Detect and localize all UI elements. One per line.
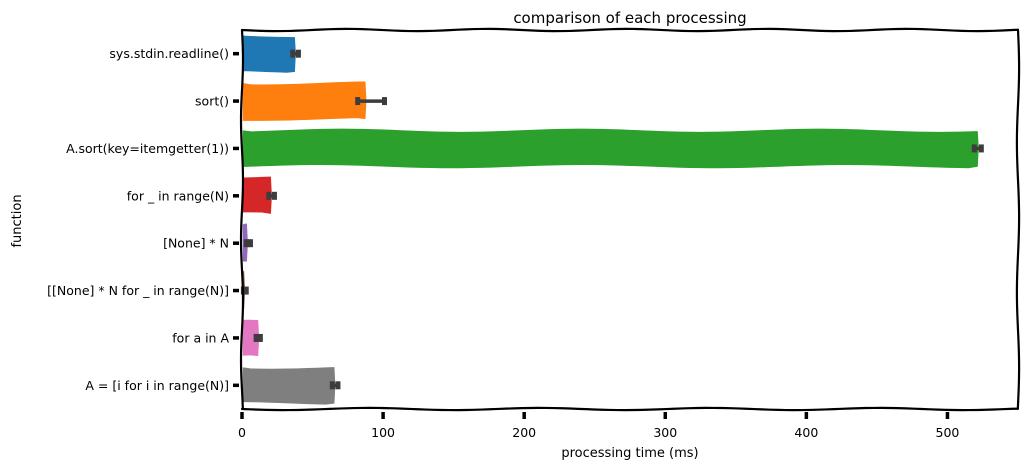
bar-0 xyxy=(241,33,298,75)
error-cap-low-0 xyxy=(290,49,296,58)
bar-3 xyxy=(241,175,274,216)
x-axis-label: processing time (ms) xyxy=(561,446,698,461)
x-tick-label-1: 100 xyxy=(371,425,395,440)
error-cap-low-1 xyxy=(355,97,361,106)
error-cap-low-6 xyxy=(253,333,259,342)
bar-7 xyxy=(241,365,337,407)
error-cap-low-2 xyxy=(971,144,977,153)
error-cap-low-4 xyxy=(243,239,249,248)
error-cap-high-7 xyxy=(335,381,341,390)
error-cap-high-0 xyxy=(295,49,301,58)
y-axis-label: function xyxy=(10,194,25,247)
y-tick-label-7: A = [i for i in range(N)] xyxy=(85,378,229,393)
error-cap-low-3 xyxy=(266,191,272,200)
error-cap-high-2 xyxy=(978,144,984,153)
bar-2 xyxy=(241,127,981,170)
plot-frame xyxy=(239,27,1021,412)
y-tick-label-1: sort() xyxy=(195,94,229,109)
bar-6 xyxy=(241,318,261,358)
error-cap-high-6 xyxy=(257,333,263,342)
bar-1 xyxy=(241,79,368,123)
y-tick-label-6: for a in A xyxy=(172,330,229,345)
x-tick-label-0: 0 xyxy=(238,425,246,440)
y-tick-label-5: [[None] * N for _ in range(N)] xyxy=(47,283,229,298)
error-cap-high-5 xyxy=(243,286,249,295)
error-cap-high-4 xyxy=(247,239,253,248)
error-cap-low-7 xyxy=(329,381,335,390)
x-tick-label-3: 300 xyxy=(653,425,677,440)
chart-title: comparison of each processing xyxy=(513,9,746,27)
error-cap-high-3 xyxy=(271,191,277,200)
error-cap-high-1 xyxy=(382,97,388,106)
x-tick-label-4: 400 xyxy=(794,425,818,440)
y-tick-label-0: sys.stdin.readline() xyxy=(109,46,229,61)
y-tick-label-2: A.sort(key=itemgetter(1)) xyxy=(66,141,229,156)
plot-area: sys.stdin.readline() sort() A.sort(key=ite… xyxy=(47,27,1021,440)
x-tick-label-5: 500 xyxy=(936,425,960,440)
x-tick-label-2: 200 xyxy=(512,425,536,440)
y-tick-label-3: for _ in range(N) xyxy=(127,188,229,203)
y-tick-label-4: [None] * N xyxy=(163,236,229,251)
